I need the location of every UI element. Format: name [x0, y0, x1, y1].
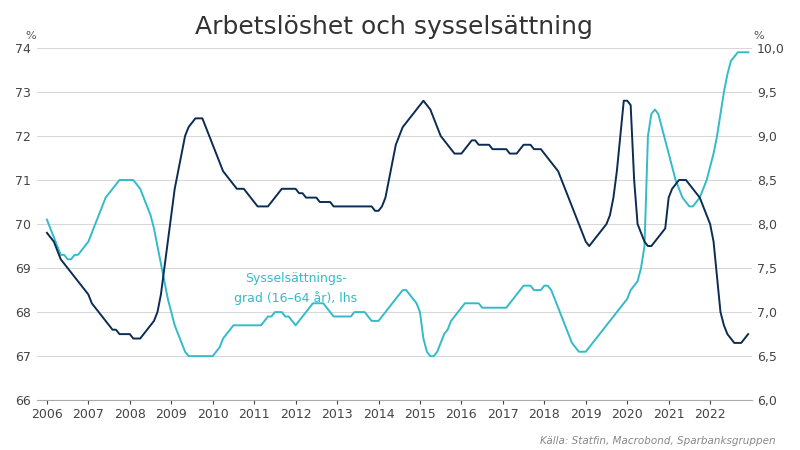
Text: Arbetslöshetsgrad (15–74 år), rhs: Arbetslöshetsgrad (15–74 år), rhs [0, 449, 1, 450]
Text: %: % [753, 31, 764, 41]
Text: Sysselsättnings-
grad (16–64 år), lhs: Sysselsättnings- grad (16–64 år), lhs [234, 272, 357, 305]
Title: Arbetslöshet och sysselsättning: Arbetslöshet och sysselsättning [195, 15, 593, 39]
Text: Källa: Statfin, Macrobond, Sparbanksgruppen: Källa: Statfin, Macrobond, Sparbanksgrup… [540, 436, 776, 446]
Text: %: % [26, 31, 36, 41]
